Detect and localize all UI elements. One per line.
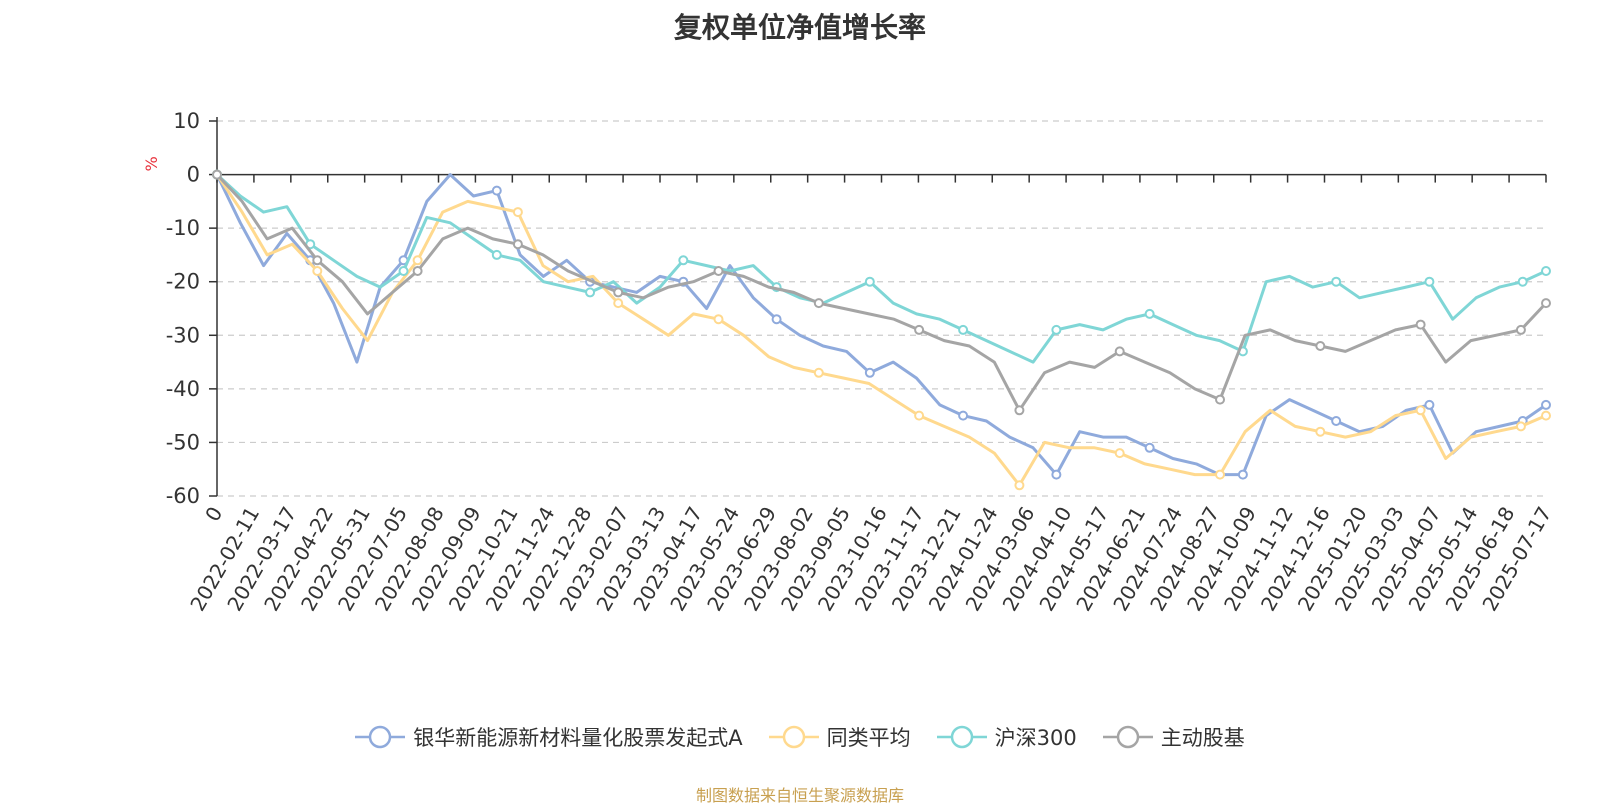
data-point (678, 255, 689, 266)
source-note: 制图数据来自恒生聚源数据库 (695, 786, 904, 805)
series-2 (212, 169, 1551, 491)
data-point (1144, 442, 1155, 453)
data-point (1331, 416, 1342, 426)
y-tick-label: 0 (187, 163, 200, 187)
data-point (1051, 324, 1062, 335)
legend-label: 沪深300 (994, 726, 1077, 750)
y-tick-label: 10 (173, 109, 200, 133)
data-point (1541, 410, 1551, 421)
series-line (215, 173, 1547, 487)
data-point (1517, 276, 1528, 287)
data-point (713, 314, 724, 325)
data-point (613, 298, 624, 309)
legend-item-4[interactable]: 主动股基 (1102, 722, 1245, 752)
data-point (1014, 405, 1025, 416)
data-point (1424, 399, 1435, 410)
data-point (512, 207, 523, 218)
legend-label: 银华新能源新材料量化股票发起式A (413, 726, 743, 750)
data-point (412, 266, 423, 276)
data-point (1051, 469, 1062, 480)
data-point (512, 239, 523, 250)
y-tick-label: -40 (166, 377, 200, 401)
series-line (215, 173, 1547, 364)
data-point (864, 276, 875, 287)
legend-symbol (768, 725, 819, 749)
data-point (1315, 426, 1326, 437)
legend-item-3[interactable]: 沪深300 (936, 722, 1077, 752)
data-point (1415, 319, 1426, 330)
data-point (813, 367, 824, 378)
y-tick-label: -10 (166, 216, 200, 240)
series-line (215, 173, 1547, 477)
data-point (914, 324, 925, 335)
data-point (713, 266, 724, 276)
data-point (1541, 298, 1551, 309)
y-tick-label: -20 (166, 270, 200, 294)
data-point (312, 266, 323, 276)
data-point (1114, 346, 1125, 357)
data-point (1515, 324, 1526, 335)
data-point (1541, 266, 1551, 276)
data-point (958, 410, 969, 421)
data-point (1215, 469, 1226, 480)
grid-lines (217, 120, 1546, 497)
data-point (212, 169, 222, 180)
data-point (398, 266, 409, 276)
legend-symbol (936, 725, 987, 749)
legend: 银华新能源新材料量化股票发起式A 同类平均 沪深300 主动股基 (0, 722, 1600, 752)
data-point (914, 410, 925, 421)
tick-labels: 100-10-20-30-40-50-60%02022-02-112022-03… (142, 109, 1556, 615)
data-point (1331, 276, 1342, 287)
legend-symbol (1102, 725, 1153, 749)
data-point (412, 255, 423, 266)
series-1 (212, 169, 1551, 480)
data-point (1114, 448, 1125, 459)
y-tick-label: -60 (166, 484, 200, 508)
data-point (1415, 405, 1426, 416)
data-point (1144, 308, 1155, 319)
data-point (813, 298, 824, 309)
data-point (1014, 480, 1025, 491)
legend-label: 同类平均 (826, 726, 911, 750)
data-point (864, 367, 875, 378)
data-point (1237, 469, 1248, 480)
data-point (491, 249, 502, 260)
data-point (1515, 421, 1526, 432)
data-point (1424, 276, 1435, 287)
chart-title: 复权单位净值增长率 (673, 11, 926, 44)
y-axis-unit-label: % (142, 156, 161, 171)
data-point (491, 185, 502, 196)
data-point (1541, 399, 1551, 410)
legend-label: 主动股基 (1160, 726, 1245, 750)
y-tick-label: -30 (166, 323, 200, 347)
legend-item-1[interactable]: 银华新能源新材料量化股票发起式A (355, 722, 743, 752)
axes (209, 117, 1547, 497)
series-lines (212, 169, 1551, 491)
data-point (1215, 394, 1226, 405)
data-point (613, 287, 624, 298)
data-point (1315, 341, 1326, 351)
x-tick-label: 0 (200, 503, 227, 526)
data-point (312, 255, 323, 266)
series-3 (212, 169, 1551, 364)
series-4 (212, 169, 1551, 416)
legend-item-2[interactable]: 同类平均 (768, 722, 911, 752)
legend-symbol (355, 725, 406, 749)
data-point (958, 324, 969, 335)
data-point (771, 314, 782, 325)
y-tick-label: -50 (166, 430, 200, 454)
data-point (585, 287, 596, 298)
